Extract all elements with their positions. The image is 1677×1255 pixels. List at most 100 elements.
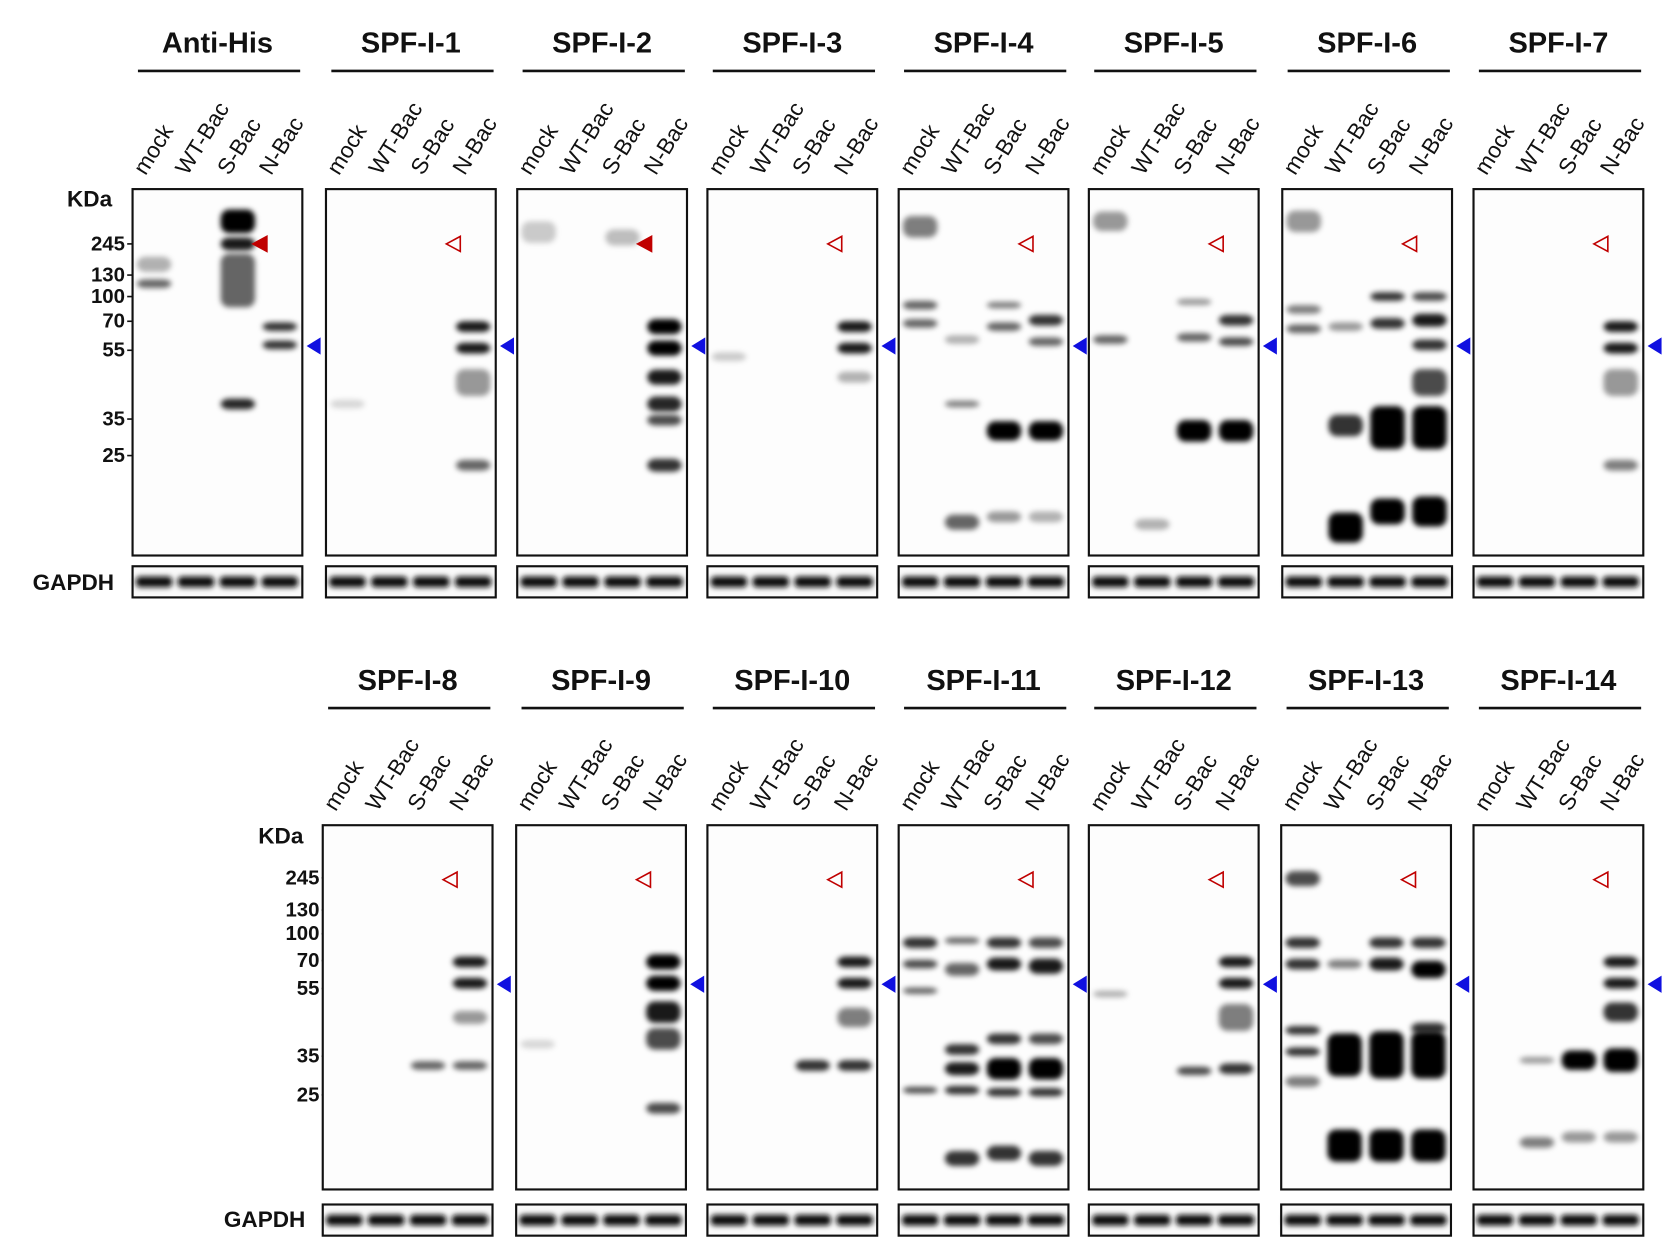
band [1028,337,1064,346]
band [944,937,980,944]
panel-title: SPF-I-9 [551,665,651,697]
blot [706,188,879,557]
gapdh-band [1411,576,1448,588]
gapdh-band [836,1214,873,1226]
lane-label: N-Bac [639,112,693,178]
band [944,1085,980,1095]
band [1028,314,1064,326]
band [1369,957,1404,971]
gapdh-band [752,1214,790,1226]
band [986,1058,1022,1080]
band [1093,211,1128,232]
band [452,977,488,989]
band [1286,324,1321,334]
lane-label: N-Bac [1211,749,1265,815]
band [1519,1137,1555,1148]
band [1370,406,1405,450]
marker-label: 55 [297,978,320,1000]
band [1327,1033,1362,1077]
gapdh-band [1027,1214,1065,1226]
band [902,959,938,969]
band [1218,977,1254,989]
panel-title: SPF-I-8 [358,665,458,697]
band [944,962,980,976]
lane-label: mock [128,119,178,179]
band [837,1007,872,1028]
gapdh-band [604,576,641,588]
band [1028,511,1064,523]
band [902,937,938,949]
band [837,1060,872,1071]
band [646,975,681,991]
marker-label: 100 [91,286,125,308]
band [1218,956,1254,968]
arrowhead-red [826,235,843,253]
band [986,957,1022,971]
band [1328,512,1363,543]
arrowhead-red [1207,870,1224,889]
lane-label: mock [1469,755,1519,815]
arrowhead-blue [691,337,706,355]
band [1328,322,1363,331]
band [986,1087,1022,1097]
band [262,322,297,331]
band [1603,977,1638,989]
band [1176,333,1212,342]
band [1285,1025,1320,1035]
arrowhead-red [1400,235,1418,253]
gapdh-band [645,1214,682,1226]
panel-title: SPF-I-1 [361,28,461,60]
arrowhead-red [1017,235,1034,253]
blot [1472,824,1645,1191]
blot-frame [321,824,494,1191]
band [1603,342,1638,354]
lane-label: mock [513,119,563,179]
arrowhead-blue [881,975,896,993]
band [1603,369,1638,396]
band [1369,937,1404,949]
arrowhead-red [1207,235,1224,253]
band [902,300,938,310]
band [1328,414,1363,437]
blot [131,188,304,557]
arrowhead-blue [306,337,321,355]
blot [1472,188,1645,557]
band [220,209,256,234]
band [837,977,872,989]
arrowhead-blue [1072,337,1087,355]
band [452,956,488,968]
arrowhead-red [441,870,458,889]
band [837,371,872,383]
blot-frame [706,824,879,1191]
lane-label: mock [1085,119,1135,179]
arrowhead-blue [1456,337,1471,355]
blot [1087,188,1260,557]
band [795,1060,830,1071]
arrowhead-blue [500,337,515,355]
band [986,1033,1022,1045]
band [1176,1066,1212,1076]
gapdh-band [985,1214,1023,1226]
band [455,321,491,333]
gapdh-band [901,576,939,588]
band [220,253,256,308]
band [1028,958,1064,974]
gapdh-band [1410,1214,1447,1226]
band [1603,1002,1638,1022]
gapdh-band [1175,1214,1213,1226]
lane-label: N-Bac [1403,749,1457,815]
band [1176,298,1212,306]
marker-label: 55 [102,340,125,362]
gapdh-band [1518,1214,1556,1226]
gapdh-band [752,576,790,588]
band [902,987,938,994]
arrowhead-blue [1262,975,1277,993]
band [1285,871,1320,887]
gapdh-band [603,1214,640,1226]
band [455,369,491,396]
gapdh-band [1476,1214,1514,1226]
blot [1087,824,1260,1191]
panel-title: SPF-I-7 [1508,28,1608,60]
band [902,215,938,238]
